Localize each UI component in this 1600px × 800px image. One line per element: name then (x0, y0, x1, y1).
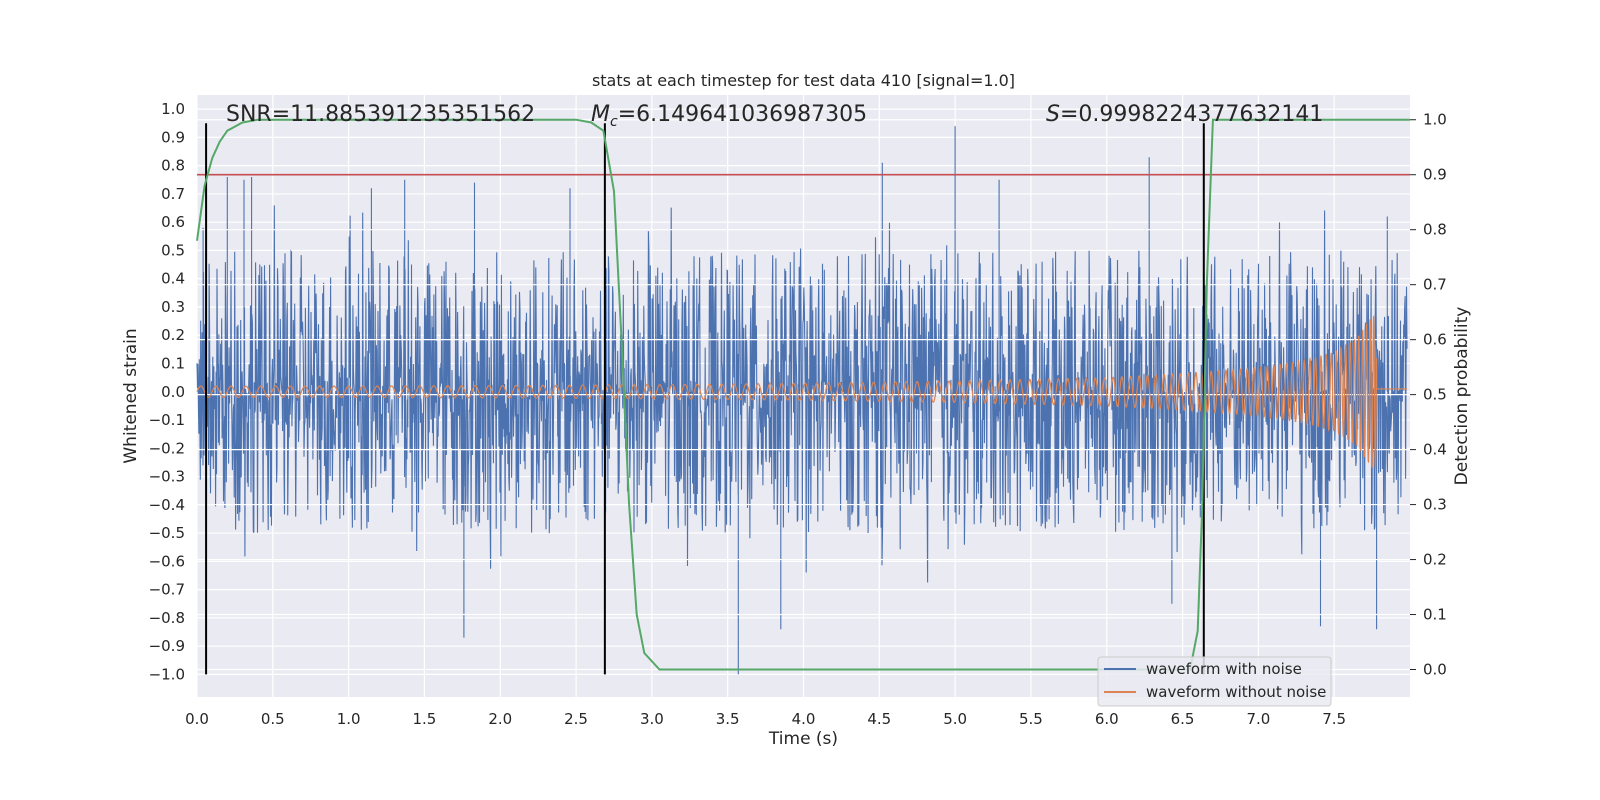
y-right-tick-0: 1.0 (1423, 111, 1447, 129)
y-left-tick-6: 0.4 (161, 270, 185, 288)
x-tick-13: 6.5 (1171, 710, 1195, 728)
x-tick-0: 0.0 (185, 710, 209, 728)
x-tick-1: 0.5 (261, 710, 285, 728)
legend: waveform with noise waveform without noi… (1097, 656, 1332, 707)
x-tick-12: 6.0 (1095, 710, 1119, 728)
y-right-tick-6: 0.4 (1423, 441, 1447, 459)
x-tick-2: 1.0 (337, 710, 361, 728)
y-left-tick-9: 0.1 (161, 354, 185, 372)
x-tick-4: 2.0 (488, 710, 512, 728)
y-left-tick-8: 0.2 (161, 326, 185, 344)
x-tick-7: 3.5 (716, 710, 740, 728)
y-axis-left-ticks: 1.0 0.9 0.8 0.7 0.6 0.5 0.4 0.3 0.2 0.1 0.0 −0.1 −0.… (149, 100, 185, 683)
x-tick-8: 4.0 (792, 710, 816, 728)
annotation-score: S=0.9998224377632141 (1046, 102, 1323, 127)
y-axis-right-label: Detection probability (1452, 307, 1472, 486)
mc-symbol: M (591, 102, 610, 127)
y-left-tick-20: −1.0 (149, 665, 185, 683)
x-tick-11: 5.5 (1019, 710, 1043, 728)
y-left-tick-4: 0.6 (161, 213, 185, 231)
y-left-tick-15: −0.5 (149, 524, 185, 542)
y-left-tick-13: −0.3 (149, 468, 185, 486)
x-axis-ticks: 0.0 0.5 1.0 1.5 2.0 2.5 3.0 3.5 4.0 4.5 5.0 5.5 6.0 6… (185, 710, 1346, 728)
mc-subscript: c (610, 114, 618, 130)
y-left-tick-3: 0.7 (161, 185, 185, 203)
y-right-tick-3: 0.7 (1423, 276, 1447, 294)
y-left-tick-10: 0.0 (161, 383, 185, 401)
y-right-tick-5: 0.5 (1423, 386, 1447, 404)
y-left-tick-16: −0.6 (149, 552, 185, 570)
s-value: =0.9998224377632141 (1060, 102, 1323, 127)
y-left-tick-18: −0.8 (149, 609, 185, 627)
x-tick-14: 7.0 (1246, 710, 1270, 728)
y-left-tick-17: −0.7 (149, 581, 185, 599)
x-tick-9: 4.5 (867, 710, 891, 728)
y-left-tick-1: 0.9 (161, 128, 185, 146)
x-tick-6: 3.0 (640, 710, 664, 728)
y-right-tick-9: 0.1 (1423, 606, 1447, 624)
annotation-snr: SNR=11.885391235351562 (226, 102, 535, 127)
y-right-tick-7: 0.3 (1423, 496, 1447, 514)
y-left-tick-5: 0.5 (161, 241, 185, 259)
x-axis-label: Time (s) (768, 729, 838, 749)
legend-box (1097, 656, 1332, 707)
y-left-tick-2: 0.8 (161, 157, 185, 175)
legend-label-clean: waveform without noise (1146, 683, 1326, 701)
y-right-tick-8: 0.2 (1423, 551, 1447, 569)
y-right-tick-10: 0.0 (1423, 661, 1447, 679)
y-left-tick-14: −0.4 (149, 496, 185, 514)
y-right-tick-2: 0.8 (1423, 221, 1447, 239)
x-tick-3: 1.5 (413, 710, 437, 728)
y-left-tick-0: 1.0 (161, 100, 185, 118)
y-axis-left-label: Whitened strain (121, 328, 141, 463)
y-right-tick-1: 0.9 (1423, 166, 1447, 184)
series-detection-probability (196, 118, 1410, 671)
y-left-tick-11: −0.1 (149, 411, 185, 429)
legend-label-noise: waveform with noise (1146, 660, 1302, 678)
y-left-tick-7: 0.3 (161, 298, 185, 316)
y-right-tick-4: 0.6 (1423, 331, 1447, 349)
x-tick-10: 5.0 (943, 710, 967, 728)
y-axis-right-ticks: 1.0 0.9 0.8 0.7 0.6 0.5 0.4 0.3 0.2 0.1 0.0 (1410, 111, 1447, 679)
x-tick-5: 2.5 (564, 710, 588, 728)
annotation-chirp-mass: Mc=6.149641036987305 (591, 102, 867, 130)
s-symbol: S (1046, 102, 1060, 127)
x-tick-15: 7.5 (1322, 710, 1346, 728)
y-left-tick-12: −0.2 (149, 439, 185, 457)
mc-value: =6.149641036987305 (618, 102, 867, 127)
chart-title: stats at each timestep for test data 410… (592, 71, 1015, 90)
y-left-tick-19: −0.9 (149, 637, 185, 655)
